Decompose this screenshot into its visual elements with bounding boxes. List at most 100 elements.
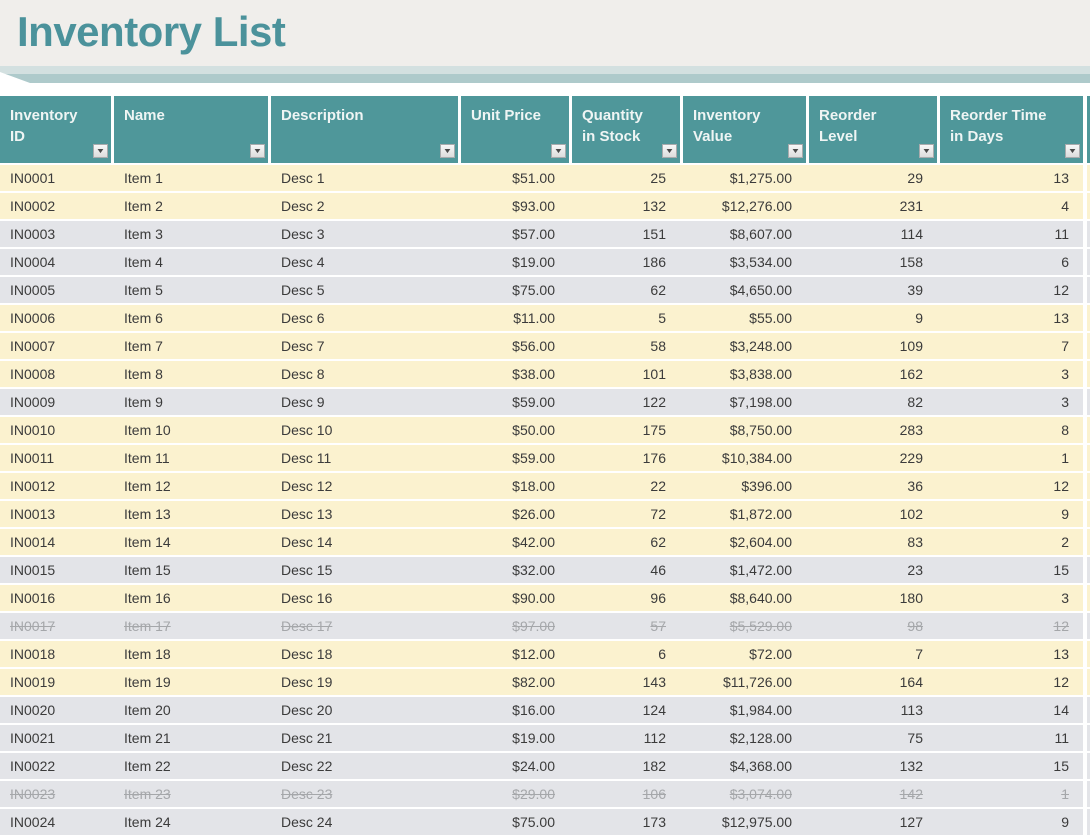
cell-reorder_days[interactable]: 12 xyxy=(940,277,1083,303)
cell-unit_price[interactable]: $75.00 xyxy=(461,809,569,835)
cell-unit_price[interactable]: $12.00 xyxy=(461,641,569,667)
cell-id[interactable]: IN0015 xyxy=(0,557,111,583)
cell-id[interactable]: IN0016 xyxy=(0,585,111,611)
cell-qty[interactable]: 186 xyxy=(572,249,680,275)
cell-description[interactable]: Desc 23 xyxy=(271,781,458,807)
cell-qty[interactable]: 25 xyxy=(572,165,680,191)
cell-reorder_days[interactable]: 13 xyxy=(940,165,1083,191)
cell-name[interactable]: Item 10 xyxy=(114,417,268,443)
cell-value[interactable]: $8,750.00 xyxy=(683,417,806,443)
cell-value[interactable]: $5,529.00 xyxy=(683,613,806,639)
cell-unit_price[interactable]: $29.00 xyxy=(461,781,569,807)
cell-reorder_level[interactable]: 132 xyxy=(809,753,937,779)
cell-description[interactable]: Desc 17 xyxy=(271,613,458,639)
cell-reorder_days[interactable]: 4 xyxy=(940,193,1083,219)
cell-reorder_days[interactable]: 3 xyxy=(940,361,1083,387)
cell-qty[interactable]: 5 xyxy=(572,305,680,331)
cell-name[interactable]: Item 22 xyxy=(114,753,268,779)
cell-reorder_level[interactable]: 82 xyxy=(809,389,937,415)
cell-unit_price[interactable]: $26.00 xyxy=(461,501,569,527)
cell-reorder_level[interactable]: 36 xyxy=(809,473,937,499)
cell-value[interactable]: $7,198.00 xyxy=(683,389,806,415)
cell-name[interactable]: Item 16 xyxy=(114,585,268,611)
cell-reorder_level[interactable]: 162 xyxy=(809,361,937,387)
cell-unit_price[interactable]: $56.00 xyxy=(461,333,569,359)
filter-dropdown-button-unit_price[interactable]: ▼ xyxy=(551,144,566,158)
cell-name[interactable]: Item 1 xyxy=(114,165,268,191)
cell-reorder_level[interactable]: 7 xyxy=(809,641,937,667)
cell-name[interactable]: Item 24 xyxy=(114,809,268,835)
cell-reorder_level[interactable]: 9 xyxy=(809,305,937,331)
cell-qty[interactable]: 176 xyxy=(572,445,680,471)
cell-qty[interactable]: 46 xyxy=(572,557,680,583)
cell-unit_price[interactable]: $82.00 xyxy=(461,669,569,695)
cell-unit_price[interactable]: $42.00 xyxy=(461,529,569,555)
cell-reorder_level[interactable]: 75 xyxy=(809,725,937,751)
cell-reorder_days[interactable]: 6 xyxy=(940,249,1083,275)
cell-qty[interactable]: 182 xyxy=(572,753,680,779)
cell-id[interactable]: IN0003 xyxy=(0,221,111,247)
cell-unit_price[interactable]: $90.00 xyxy=(461,585,569,611)
cell-unit_price[interactable]: $32.00 xyxy=(461,557,569,583)
cell-value[interactable]: $396.00 xyxy=(683,473,806,499)
filter-dropdown-button-name[interactable]: ▼ xyxy=(250,144,265,158)
cell-name[interactable]: Item 9 xyxy=(114,389,268,415)
cell-name[interactable]: Item 7 xyxy=(114,333,268,359)
cell-qty[interactable]: 57 xyxy=(572,613,680,639)
cell-unit_price[interactable]: $93.00 xyxy=(461,193,569,219)
cell-description[interactable]: Desc 18 xyxy=(271,641,458,667)
cell-description[interactable]: Desc 10 xyxy=(271,417,458,443)
cell-id[interactable]: IN0021 xyxy=(0,725,111,751)
cell-name[interactable]: Item 23 xyxy=(114,781,268,807)
cell-name[interactable]: Item 3 xyxy=(114,221,268,247)
cell-description[interactable]: Desc 2 xyxy=(271,193,458,219)
cell-reorder_days[interactable]: 12 xyxy=(940,473,1083,499)
cell-value[interactable]: $1,984.00 xyxy=(683,697,806,723)
cell-unit_price[interactable]: $18.00 xyxy=(461,473,569,499)
cell-unit_price[interactable]: $50.00 xyxy=(461,417,569,443)
cell-name[interactable]: Item 5 xyxy=(114,277,268,303)
cell-qty[interactable]: 175 xyxy=(572,417,680,443)
cell-id[interactable]: IN0002 xyxy=(0,193,111,219)
cell-reorder_days[interactable]: 2 xyxy=(940,529,1083,555)
cell-reorder_days[interactable]: 9 xyxy=(940,809,1083,835)
cell-value[interactable]: $12,276.00 xyxy=(683,193,806,219)
cell-value[interactable]: $10,384.00 xyxy=(683,445,806,471)
cell-id[interactable]: IN0019 xyxy=(0,669,111,695)
cell-reorder_days[interactable]: 12 xyxy=(940,613,1083,639)
cell-description[interactable]: Desc 14 xyxy=(271,529,458,555)
cell-value[interactable]: $3,534.00 xyxy=(683,249,806,275)
cell-id[interactable]: IN0009 xyxy=(0,389,111,415)
cell-unit_price[interactable]: $19.00 xyxy=(461,725,569,751)
cell-value[interactable]: $3,074.00 xyxy=(683,781,806,807)
cell-reorder_days[interactable]: 12 xyxy=(940,669,1083,695)
cell-unit_price[interactable]: $59.00 xyxy=(461,389,569,415)
cell-unit_price[interactable]: $38.00 xyxy=(461,361,569,387)
cell-reorder_days[interactable]: 1 xyxy=(940,781,1083,807)
cell-description[interactable]: Desc 16 xyxy=(271,585,458,611)
cell-reorder_days[interactable]: 1 xyxy=(940,445,1083,471)
cell-reorder_level[interactable]: 231 xyxy=(809,193,937,219)
cell-value[interactable]: $2,604.00 xyxy=(683,529,806,555)
cell-id[interactable]: IN0010 xyxy=(0,417,111,443)
cell-qty[interactable]: 101 xyxy=(572,361,680,387)
cell-unit_price[interactable]: $57.00 xyxy=(461,221,569,247)
cell-reorder_level[interactable]: 142 xyxy=(809,781,937,807)
cell-qty[interactable]: 58 xyxy=(572,333,680,359)
cell-qty[interactable]: 112 xyxy=(572,725,680,751)
cell-qty[interactable]: 62 xyxy=(572,529,680,555)
cell-id[interactable]: IN0022 xyxy=(0,753,111,779)
cell-reorder_days[interactable]: 11 xyxy=(940,725,1083,751)
cell-reorder_level[interactable]: 127 xyxy=(809,809,937,835)
cell-description[interactable]: Desc 19 xyxy=(271,669,458,695)
cell-reorder_level[interactable]: 114 xyxy=(809,221,937,247)
cell-qty[interactable]: 132 xyxy=(572,193,680,219)
cell-qty[interactable]: 22 xyxy=(572,473,680,499)
cell-reorder_level[interactable]: 180 xyxy=(809,585,937,611)
cell-description[interactable]: Desc 24 xyxy=(271,809,458,835)
cell-value[interactable]: $1,872.00 xyxy=(683,501,806,527)
cell-description[interactable]: Desc 5 xyxy=(271,277,458,303)
cell-name[interactable]: Item 18 xyxy=(114,641,268,667)
cell-description[interactable]: Desc 9 xyxy=(271,389,458,415)
cell-id[interactable]: IN0014 xyxy=(0,529,111,555)
